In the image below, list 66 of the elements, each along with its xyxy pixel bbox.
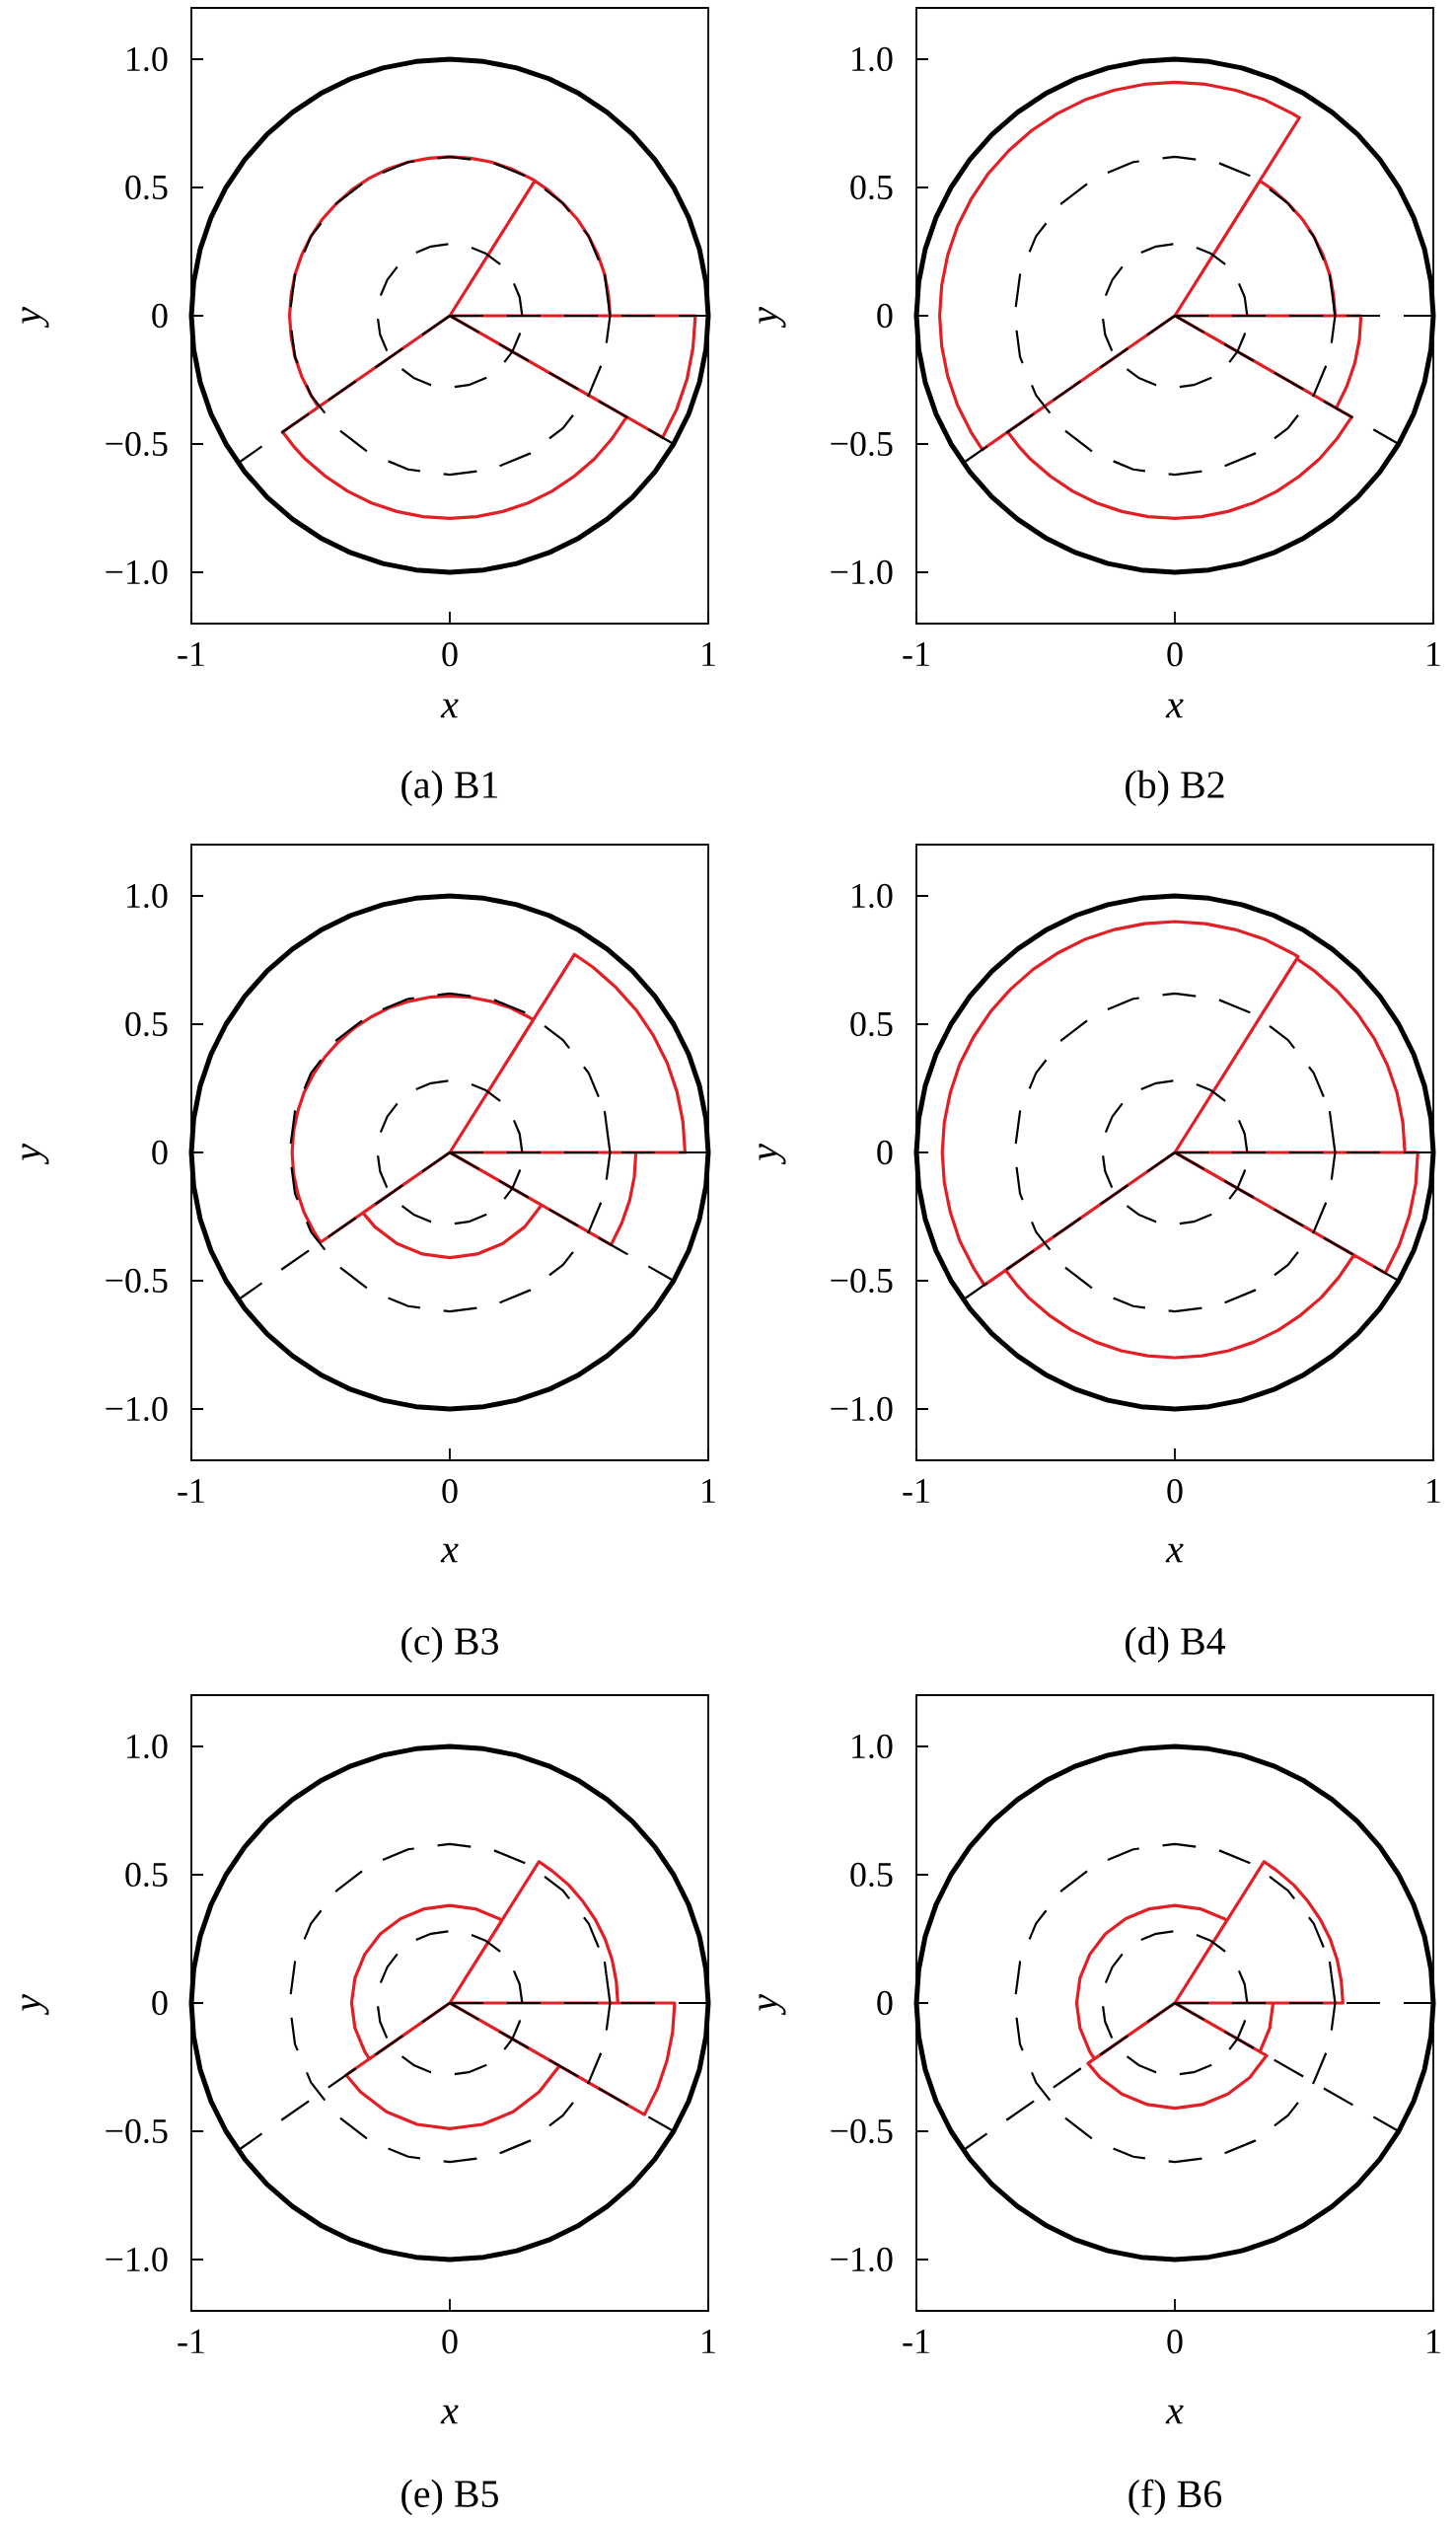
x-tick-label: 0 xyxy=(442,1479,458,1504)
y-tick-label: −0.5 xyxy=(106,1268,168,1294)
x-tick-label: 0 xyxy=(442,2330,458,2354)
x-tick-label: 0 xyxy=(1167,642,1183,667)
text: (c) B3 xyxy=(401,1626,498,1664)
text: (f) B6 xyxy=(1128,2479,1222,2516)
y-tick-label: 1.0 xyxy=(852,1734,893,1759)
y-tick-label: 1.0 xyxy=(127,883,168,909)
y-tick-label: 0 xyxy=(152,1140,168,1165)
y-tick-label: −1.0 xyxy=(831,1396,893,1422)
x-tick-label: -1 xyxy=(903,1479,929,1503)
y-tick-label: −0.5 xyxy=(831,2118,893,2144)
y-tick-label: 1.0 xyxy=(852,883,893,909)
y-tick-label: 0.5 xyxy=(850,1862,893,1888)
y-axis-title: y xyxy=(22,307,49,329)
x-tick-label: 0 xyxy=(1167,1479,1183,1504)
x-tick-label: 0 xyxy=(442,642,458,667)
x-tick-label: 1 xyxy=(1427,642,1440,666)
x-tick-label: -1 xyxy=(178,642,204,666)
x-axis-title: x xyxy=(440,2405,459,2424)
x-tick-label: -1 xyxy=(178,2330,204,2353)
x-tick-label: -1 xyxy=(903,2330,929,2353)
y-tick-label: −0.5 xyxy=(106,431,168,457)
y-tick-label: −0.5 xyxy=(831,431,893,457)
x-tick-label: 0 xyxy=(1167,2330,1183,2354)
y-tick-label: 0 xyxy=(877,303,893,329)
x-tick-label: -1 xyxy=(903,642,929,666)
x-tick-label: -1 xyxy=(178,1479,204,1503)
y-tick-label: −0.5 xyxy=(831,1268,893,1294)
y-tick-label: −1.0 xyxy=(831,559,893,585)
y-axis-title: y xyxy=(759,307,786,329)
y-tick-label: 0 xyxy=(152,303,168,329)
y-axis-title: y xyxy=(22,1144,49,1165)
y-tick-label: 0 xyxy=(152,1990,168,2016)
x-tick-label: 1 xyxy=(1427,1479,1440,1503)
y-tick-label: −1.0 xyxy=(106,1396,168,1422)
x-axis-title: x xyxy=(440,699,459,718)
y-tick-label: −0.5 xyxy=(106,2118,168,2144)
y-axis-title: y xyxy=(759,1144,786,1165)
y-tick-label: −1.0 xyxy=(106,2247,168,2272)
y-tick-label: 0 xyxy=(877,1140,893,1165)
x-axis-title: x xyxy=(1165,2405,1184,2424)
y-tick-label: −1.0 xyxy=(106,559,168,585)
x-tick-label: 1 xyxy=(702,1479,715,1503)
y-tick-label: −1.0 xyxy=(831,2247,893,2272)
x-tick-label: 1 xyxy=(702,2330,715,2353)
y-tick-label: 0.5 xyxy=(850,1011,893,1037)
x-tick-label: 1 xyxy=(1427,2330,1440,2353)
y-tick-label: 0.5 xyxy=(850,175,893,200)
text: (a) B1 xyxy=(401,770,498,807)
x-axis-title: x xyxy=(440,1543,459,1563)
y-tick-label: 0.5 xyxy=(125,1862,168,1888)
y-tick-label: 1.0 xyxy=(127,46,168,72)
x-axis-title: x xyxy=(1165,1543,1184,1563)
y-tick-label: 0.5 xyxy=(125,175,168,200)
y-tick-label: 1.0 xyxy=(852,46,893,72)
text: (d) B4 xyxy=(1126,1626,1226,1664)
x-axis-title: x xyxy=(1165,699,1184,718)
y-axis-title: y xyxy=(759,1994,786,2016)
y-tick-label: 0 xyxy=(877,1990,893,2016)
x-tick-label: 1 xyxy=(702,642,715,666)
y-tick-label: 1.0 xyxy=(127,1734,168,1759)
text: (b) B2 xyxy=(1126,770,1224,807)
y-axis-title: y xyxy=(22,1994,49,2016)
y-tick-label: 0.5 xyxy=(125,1011,168,1037)
text: (e) B5 xyxy=(401,2479,498,2516)
